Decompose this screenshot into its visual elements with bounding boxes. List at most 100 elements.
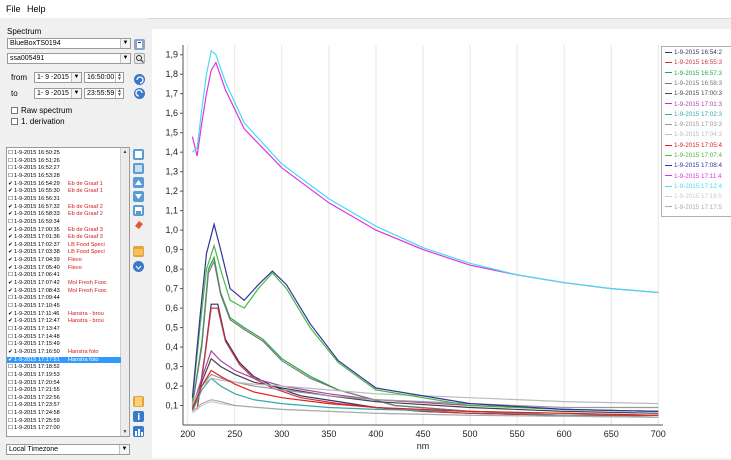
menu-help[interactable]: Help	[27, 4, 46, 14]
legend-entry[interactable]: 1-9-2015 17:03:3	[665, 120, 722, 129]
empty-checkbox-icon[interactable]: ☐	[7, 379, 13, 386]
list-item[interactable]: ✔1-9-2015 17:02:37 LB Food Speci	[7, 242, 121, 248]
empty-checkbox-icon[interactable]: ☐	[7, 371, 13, 378]
list-item[interactable]: ☐1-9-2015 17:27:00	[7, 425, 121, 431]
list-item[interactable]: ☐1-9-2015 17:09:44	[7, 295, 121, 301]
legend-entry[interactable]: 1-9-2015 17:08:4	[665, 161, 722, 170]
list-item[interactable]: ☐1-9-2015 17:10:45	[7, 303, 121, 309]
list-item[interactable]: ☐1-9-2015 16:52:27	[7, 165, 121, 171]
to-time-input[interactable]: 23:55:59 ▲ ▼	[84, 88, 124, 99]
list-item[interactable]: ☐1-9-2015 17:20:54	[7, 380, 121, 386]
empty-checkbox-icon[interactable]: ☐	[7, 218, 13, 225]
legend-entry[interactable]: 1-9-2015 17:11:4	[665, 172, 722, 181]
spin-arrows-icon[interactable]: ▲ ▼	[115, 73, 123, 82]
select-all-icon[interactable]	[133, 149, 144, 160]
sync-icon[interactable]	[134, 88, 145, 99]
search-icon[interactable]	[134, 53, 145, 64]
folder-icon[interactable]	[133, 246, 144, 257]
checkmark-icon[interactable]: ✔	[8, 348, 13, 355]
empty-checkbox-icon[interactable]: ☐	[7, 303, 13, 309]
from-time-input[interactable]: 16:50:00 ▲ ▼	[84, 72, 124, 83]
checkmark-icon[interactable]: ✔	[8, 234, 13, 241]
scroll-up-icon[interactable]: ▲	[122, 149, 128, 155]
checkmark-icon[interactable]: ✔	[8, 203, 13, 210]
note-icon[interactable]	[133, 396, 144, 407]
spin-arrows-icon[interactable]: ▲ ▼	[115, 89, 123, 98]
empty-checkbox-icon[interactable]: ☐	[7, 165, 13, 172]
list-item[interactable]: ✔1-9-2015 17:12:47 Hanstra - brou	[7, 318, 121, 324]
chevron-down-icon[interactable]: ▼	[120, 39, 130, 48]
spectrum-list[interactable]: ▲ ▼ ☐1-9-2015 16:50:25 ☐1-9-2015 16:51:26…	[6, 147, 130, 437]
list-item[interactable]: ✔1-9-2015 17:08:43 Mol Fresh Fooc	[7, 288, 121, 294]
list-item[interactable]: ☐1-9-2015 17:21:55	[7, 387, 121, 393]
legend-entry[interactable]: 1-9-2015 16:55:3	[665, 58, 722, 67]
list-down-icon[interactable]	[133, 191, 144, 202]
list-item[interactable]: ✔1-9-2015 17:11:46 Hanstra - brou	[7, 311, 121, 317]
list-item[interactable]: ☐1-9-2015 16:53:28	[7, 173, 121, 179]
list-item[interactable]: ✔1-9-2015 17:01:36 Eb de Graaf 3	[7, 234, 121, 240]
checkmark-icon[interactable]: ✔	[8, 241, 13, 248]
checkmark-icon[interactable]: ✔	[8, 287, 13, 294]
empty-checkbox-icon[interactable]: ☐	[7, 387, 13, 394]
list-item[interactable]: ☐1-9-2015 16:56:31	[7, 196, 121, 202]
timezone-select[interactable]: Local Timezone ▼	[6, 444, 130, 455]
empty-checkbox-icon[interactable]: ☐	[7, 425, 13, 432]
list-item[interactable]: ✔1-9-2015 17:04:39 Flevo	[7, 257, 121, 263]
chevron-down-icon[interactable]: ▼	[71, 73, 81, 82]
empty-checkbox-icon[interactable]: ☐	[7, 410, 13, 417]
legend-entry[interactable]: 1-9-2015 17:17:5	[665, 203, 722, 212]
list-item[interactable]: ☐1-9-2015 17:14:48	[7, 334, 121, 340]
legend-entry[interactable]: 1-9-2015 17:02:3	[665, 110, 722, 119]
list-item[interactable]: ✔1-9-2015 17:05:40 Flevo	[7, 265, 121, 271]
empty-checkbox-icon[interactable]: ☐	[7, 394, 13, 401]
legend-entry[interactable]: 1-9-2015 17:04:3	[665, 130, 722, 139]
list-item[interactable]: ☐1-9-2015 16:59:34	[7, 219, 121, 225]
checkmark-icon[interactable]: ✔	[8, 318, 13, 325]
chevron-down-icon[interactable]: ▼	[120, 54, 130, 63]
empty-checkbox-icon[interactable]: ☐	[7, 417, 13, 424]
legend-entry[interactable]: 1-9-2015 16:58:3	[665, 79, 722, 88]
list-scrollbar[interactable]: ▲ ▼	[120, 148, 129, 436]
list-item[interactable]: ✔1-9-2015 17:00:35 Eb de Graaf 3	[7, 227, 121, 233]
list-item[interactable]: ☐1-9-2015 16:51:26	[7, 158, 121, 164]
settings-icon[interactable]	[134, 39, 145, 50]
empty-checkbox-icon[interactable]: ☐	[7, 172, 13, 179]
from-date-select[interactable]: 1- 9 -2015 ▼	[34, 72, 82, 83]
device-select[interactable]: BlueBoxTS0194 ▼	[7, 38, 131, 49]
sensor-select[interactable]: ssa005491 ▼	[7, 53, 131, 64]
list-item[interactable]: ✔1-9-2015 17:16:50 Hanstra foto	[7, 349, 121, 355]
empty-checkbox-icon[interactable]: ☐	[7, 295, 13, 302]
list-item[interactable]: ✔1-9-2015 17:07:42 Mol Fresh Fooc	[7, 280, 121, 286]
refresh-icon[interactable]	[134, 74, 145, 85]
list-item[interactable]: ✔1-9-2015 16:55:30 Eb de Graaf 1	[7, 188, 121, 194]
empty-checkbox-icon[interactable]: ☐	[7, 333, 13, 340]
checkmark-icon[interactable]: ✔	[8, 264, 13, 271]
checkmark-icon[interactable]: ✔	[8, 280, 13, 287]
empty-checkbox-icon[interactable]: ☐	[7, 364, 13, 371]
checkmark-icon[interactable]: ✔	[8, 356, 13, 363]
list-item[interactable]: ☐1-9-2015 17:18:52	[7, 364, 121, 370]
list-up-icon[interactable]	[133, 177, 144, 188]
list-item[interactable]: ✔1-9-2015 16:54:29 Eb de Graaf 1	[7, 181, 121, 187]
legend-entry[interactable]: 1-9-2015 17:07:4	[665, 151, 722, 160]
empty-checkbox-icon[interactable]: ☐	[7, 341, 13, 348]
export-icon[interactable]	[133, 261, 144, 272]
empty-checkbox-icon[interactable]: ☐	[7, 150, 13, 156]
list-item[interactable]: ☐1-9-2015 17:19:53	[7, 372, 121, 378]
derivation-checkbox[interactable]	[11, 118, 18, 125]
list-item[interactable]: ☐1-9-2015 16:50:25	[7, 150, 121, 156]
legend-entry[interactable]: 1-9-2015 17:16:5	[665, 192, 722, 201]
legend-entry[interactable]: 1-9-2015 17:05:4	[665, 141, 722, 150]
list-item[interactable]: ✔1-9-2015 16:57:32 Eb de Graaf 2	[7, 204, 121, 210]
bar-chart-icon[interactable]	[133, 426, 144, 437]
eraser-icon[interactable]	[133, 219, 144, 230]
chevron-down-icon[interactable]: ▼	[119, 445, 129, 454]
checkmark-icon[interactable]: ✔	[8, 180, 13, 187]
checkmark-icon[interactable]: ✔	[8, 226, 13, 233]
list-item[interactable]: ☐1-9-2015 17:15:49	[7, 341, 121, 347]
list-item[interactable]: ☐1-9-2015 17:22:56	[7, 395, 121, 401]
empty-checkbox-icon[interactable]: ☐	[7, 325, 13, 332]
empty-checkbox-icon[interactable]: ☐	[7, 272, 13, 279]
chevron-down-icon[interactable]: ▼	[71, 89, 81, 98]
to-date-select[interactable]: 1- 9 -2015 ▼	[34, 88, 82, 99]
